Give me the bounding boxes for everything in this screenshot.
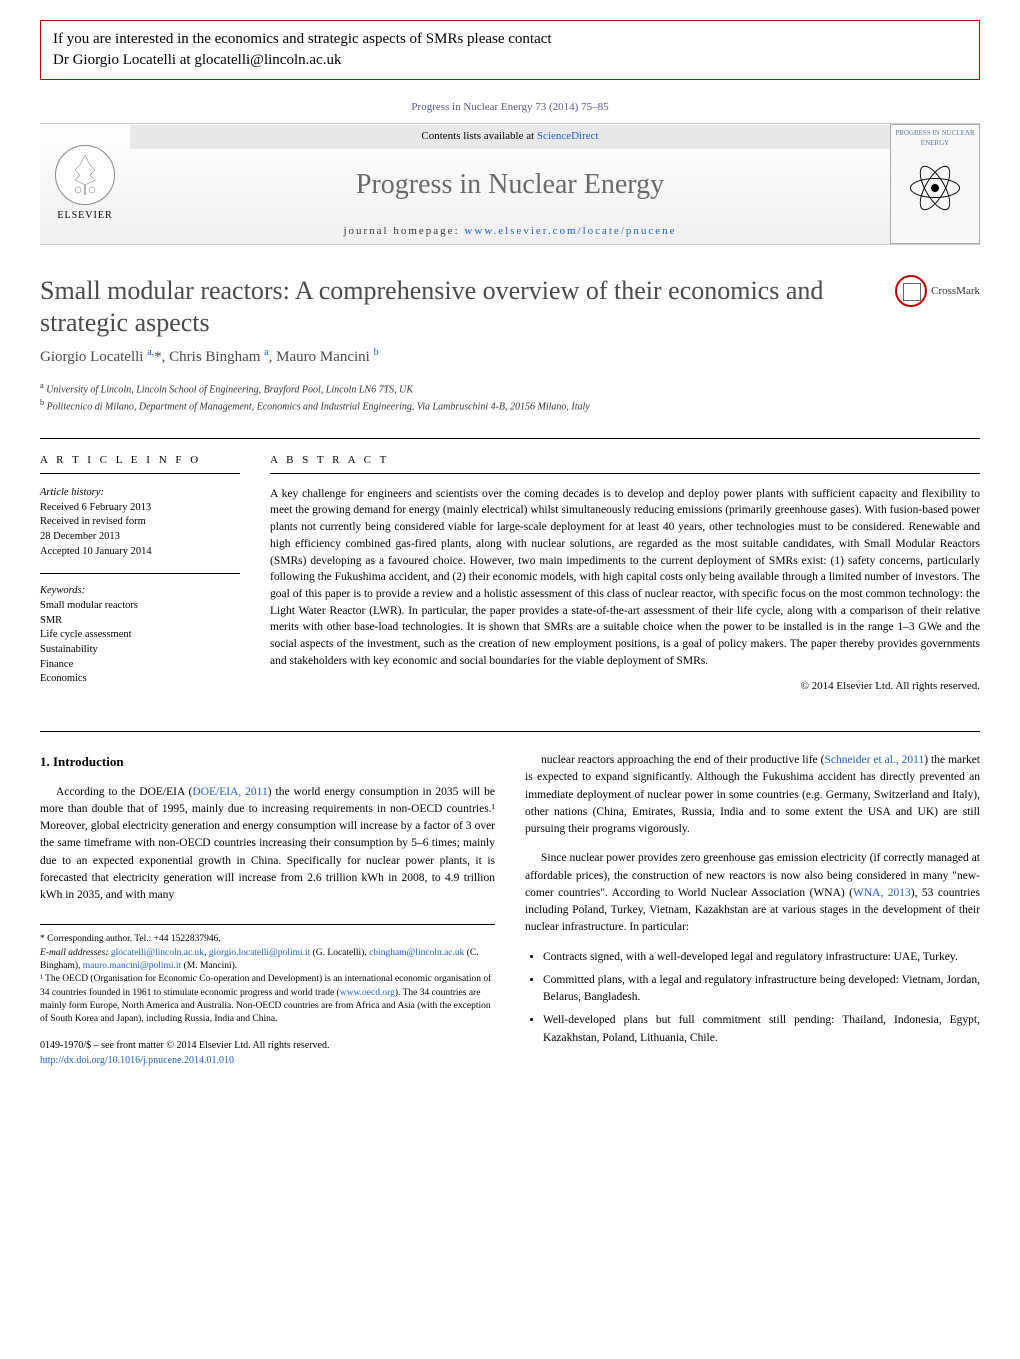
cover-title: PROGRESS IN NUCLEAR ENERGY (895, 129, 975, 149)
p1-post: ) the world energy consumption in 2035 w… (40, 786, 495, 902)
schneider-link[interactable]: Schneider et al., 2011 (824, 754, 924, 766)
sciencedirect-link[interactable]: ScienceDirect (537, 130, 599, 142)
email-label: E-mail addresses: (40, 948, 109, 958)
homepage-line: journal homepage: www.elsevier.com/locat… (130, 220, 890, 243)
kw-3: Sustainability (40, 643, 240, 658)
journal-center: Contents lists available at ScienceDirec… (130, 125, 890, 243)
history-block: Article history: Received 6 February 201… (40, 486, 240, 559)
keywords-label: Keywords: (40, 584, 240, 599)
kw-2: Life cycle assessment (40, 628, 240, 643)
journal-reference: Progress in Nuclear Energy 73 (2014) 75–… (40, 100, 980, 115)
kw-1: SMR (40, 614, 240, 629)
journal-header: ELSEVIER Contents lists available at Sci… (40, 123, 980, 245)
homepage-link[interactable]: www.elsevier.com/locate/pnucene (464, 225, 676, 237)
history-1: Received in revised form (40, 515, 240, 530)
bullet-1: Committed plans, with a legal and regula… (543, 972, 980, 1007)
notice-line2: Dr Giorgio Locatelli at glocatelli@linco… (53, 52, 341, 68)
wna-link[interactable]: WNA, 2013 (853, 887, 911, 899)
authors: Giorgio Locatelli a,*, Chris Bingham a, … (40, 346, 980, 368)
aff-b-text: Politecnico di Milano, Department of Man… (47, 401, 590, 412)
footnotes: * Corresponding author. Tel.: +44 152283… (40, 924, 495, 1026)
corresponding-author: * Corresponding author. Tel.: +44 152283… (40, 933, 495, 946)
intro-para3: Since nuclear power provides zero greenh… (525, 850, 980, 936)
notice-line1: If you are interested in the economics a… (53, 31, 552, 47)
bullet-0: Contracts signed, with a well-developed … (543, 949, 980, 966)
kw-5: Economics (40, 672, 240, 687)
contents-line: Contents lists available at ScienceDirec… (130, 125, 890, 148)
info-abstract-row: A R T I C L E I N F O Article history: R… (40, 438, 980, 701)
copyright-footer: 0149-1970/$ – see front matter © 2014 El… (40, 1038, 495, 1068)
paper-title: Small modular reactors: A comprehensive … (40, 275, 895, 337)
p1-pre: According to the DOE/EIA ( (56, 786, 192, 798)
crossmark-badge[interactable]: CrossMark (895, 275, 980, 307)
footnote-1: ¹ The OECD (Organisation for Economic Co… (40, 973, 495, 1026)
issn-line: 0149-1970/$ – see front matter © 2014 El… (40, 1038, 495, 1053)
history-0: Received 6 February 2013 (40, 501, 240, 516)
journal-name: Progress in Nuclear Energy (130, 165, 890, 204)
crossmark-icon (895, 275, 927, 307)
email-line: E-mail addresses: glocatelli@lincoln.ac.… (40, 947, 495, 974)
journal-ref-link[interactable]: Progress in Nuclear Energy 73 (2014) 75–… (411, 101, 608, 113)
aff-a-text: University of Lincoln, Lincoln School of… (46, 384, 413, 395)
main-columns: 1. Introduction According to the DOE/EIA… (40, 731, 980, 1068)
elsevier-logo: ELSEVIER (40, 134, 130, 234)
crossmark-label: CrossMark (931, 284, 980, 299)
history-label: Article history: (40, 486, 240, 501)
kw-0: Small modular reactors (40, 599, 240, 614)
abstract-text: A key challenge for engineers and scient… (270, 486, 980, 669)
p2-post: ) the market is expected to expand signi… (525, 754, 980, 835)
column-right: nuclear reactors approaching the end of … (525, 752, 980, 1068)
contact-notice: If you are interested in the economics a… (40, 20, 980, 80)
article-info: A R T I C L E I N F O Article history: R… (40, 453, 240, 701)
column-left: 1. Introduction According to the DOE/EIA… (40, 752, 495, 1068)
intro-heading: 1. Introduction (40, 752, 495, 772)
doi-link[interactable]: http://dx.doi.org/10.1016/j.pnucene.2014… (40, 1055, 234, 1066)
history-2: 28 December 2013 (40, 530, 240, 545)
bullet-2: Well-developed plans but full commitment… (543, 1012, 980, 1047)
history-3: Accepted 10 January 2014 (40, 545, 240, 560)
p2-pre: nuclear reactors approaching the end of … (541, 754, 824, 766)
affiliation-b: b Politecnico di Milano, Department of M… (40, 397, 980, 414)
abstract: A B S T R A C T A key challenge for engi… (270, 453, 980, 701)
contents-prefix: Contents lists available at (421, 130, 536, 142)
atom-icon (910, 163, 960, 213)
article-info-heading: A R T I C L E I N F O (40, 453, 240, 473)
abstract-heading: A B S T R A C T (270, 453, 980, 473)
doe-eia-link[interactable]: DOE/EIA, 2011 (192, 786, 267, 798)
elsevier-text: ELSEVIER (57, 209, 112, 223)
kw-4: Finance (40, 658, 240, 673)
intro-para2: nuclear reactors approaching the end of … (525, 752, 980, 838)
bullet-list: Contracts signed, with a well-developed … (525, 949, 980, 1047)
keywords-block: Keywords: Small modular reactors SMR Lif… (40, 584, 240, 687)
affiliations: a University of Lincoln, Lincoln School … (40, 380, 980, 415)
homepage-prefix: journal homepage: (343, 225, 464, 237)
elsevier-tree-icon (55, 145, 115, 205)
title-row: Small modular reactors: A comprehensive … (40, 275, 980, 337)
abstract-copyright: © 2014 Elsevier Ltd. All rights reserved… (270, 679, 980, 694)
affiliation-a: a University of Lincoln, Lincoln School … (40, 380, 980, 397)
intro-para1: According to the DOE/EIA (DOE/EIA, 2011)… (40, 784, 495, 905)
journal-cover: PROGRESS IN NUCLEAR ENERGY (890, 124, 980, 244)
